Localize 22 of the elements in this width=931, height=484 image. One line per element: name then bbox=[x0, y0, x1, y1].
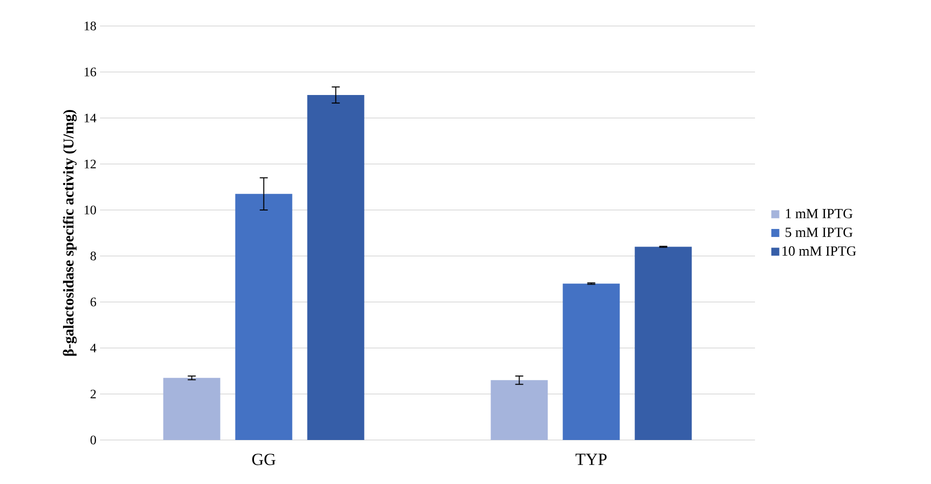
x-tick-label: GG bbox=[252, 454, 276, 466]
y-tick-label: 0 bbox=[90, 436, 96, 444]
y-axis-title: β-galactosidase specific activity (U/mg) bbox=[62, 110, 77, 356]
x-tick-label: TYP bbox=[576, 454, 607, 465]
bar bbox=[562, 284, 620, 440]
legend-label: 1 mM IPTG bbox=[786, 208, 853, 218]
y-tick-label: 10 bbox=[84, 206, 96, 214]
y-tick-label: 4 bbox=[90, 344, 96, 352]
y-tick-label: 6 bbox=[90, 298, 96, 306]
y-tick-label: 2 bbox=[90, 390, 96, 398]
y-tick-label: 18 bbox=[84, 22, 96, 30]
bar bbox=[490, 380, 548, 440]
bar bbox=[634, 246, 692, 440]
y-tick-label: 12 bbox=[84, 160, 96, 168]
legend-label: 5 mM IPTG bbox=[786, 228, 853, 237]
y-tick-label: 14 bbox=[84, 114, 96, 122]
bar bbox=[235, 194, 292, 440]
y-tick-label: 16 bbox=[84, 68, 96, 76]
y-tick-label: 8 bbox=[90, 252, 96, 260]
bar bbox=[307, 94, 364, 440]
legend-label: 10 mM IPTG bbox=[782, 246, 856, 256]
bar bbox=[163, 378, 220, 440]
